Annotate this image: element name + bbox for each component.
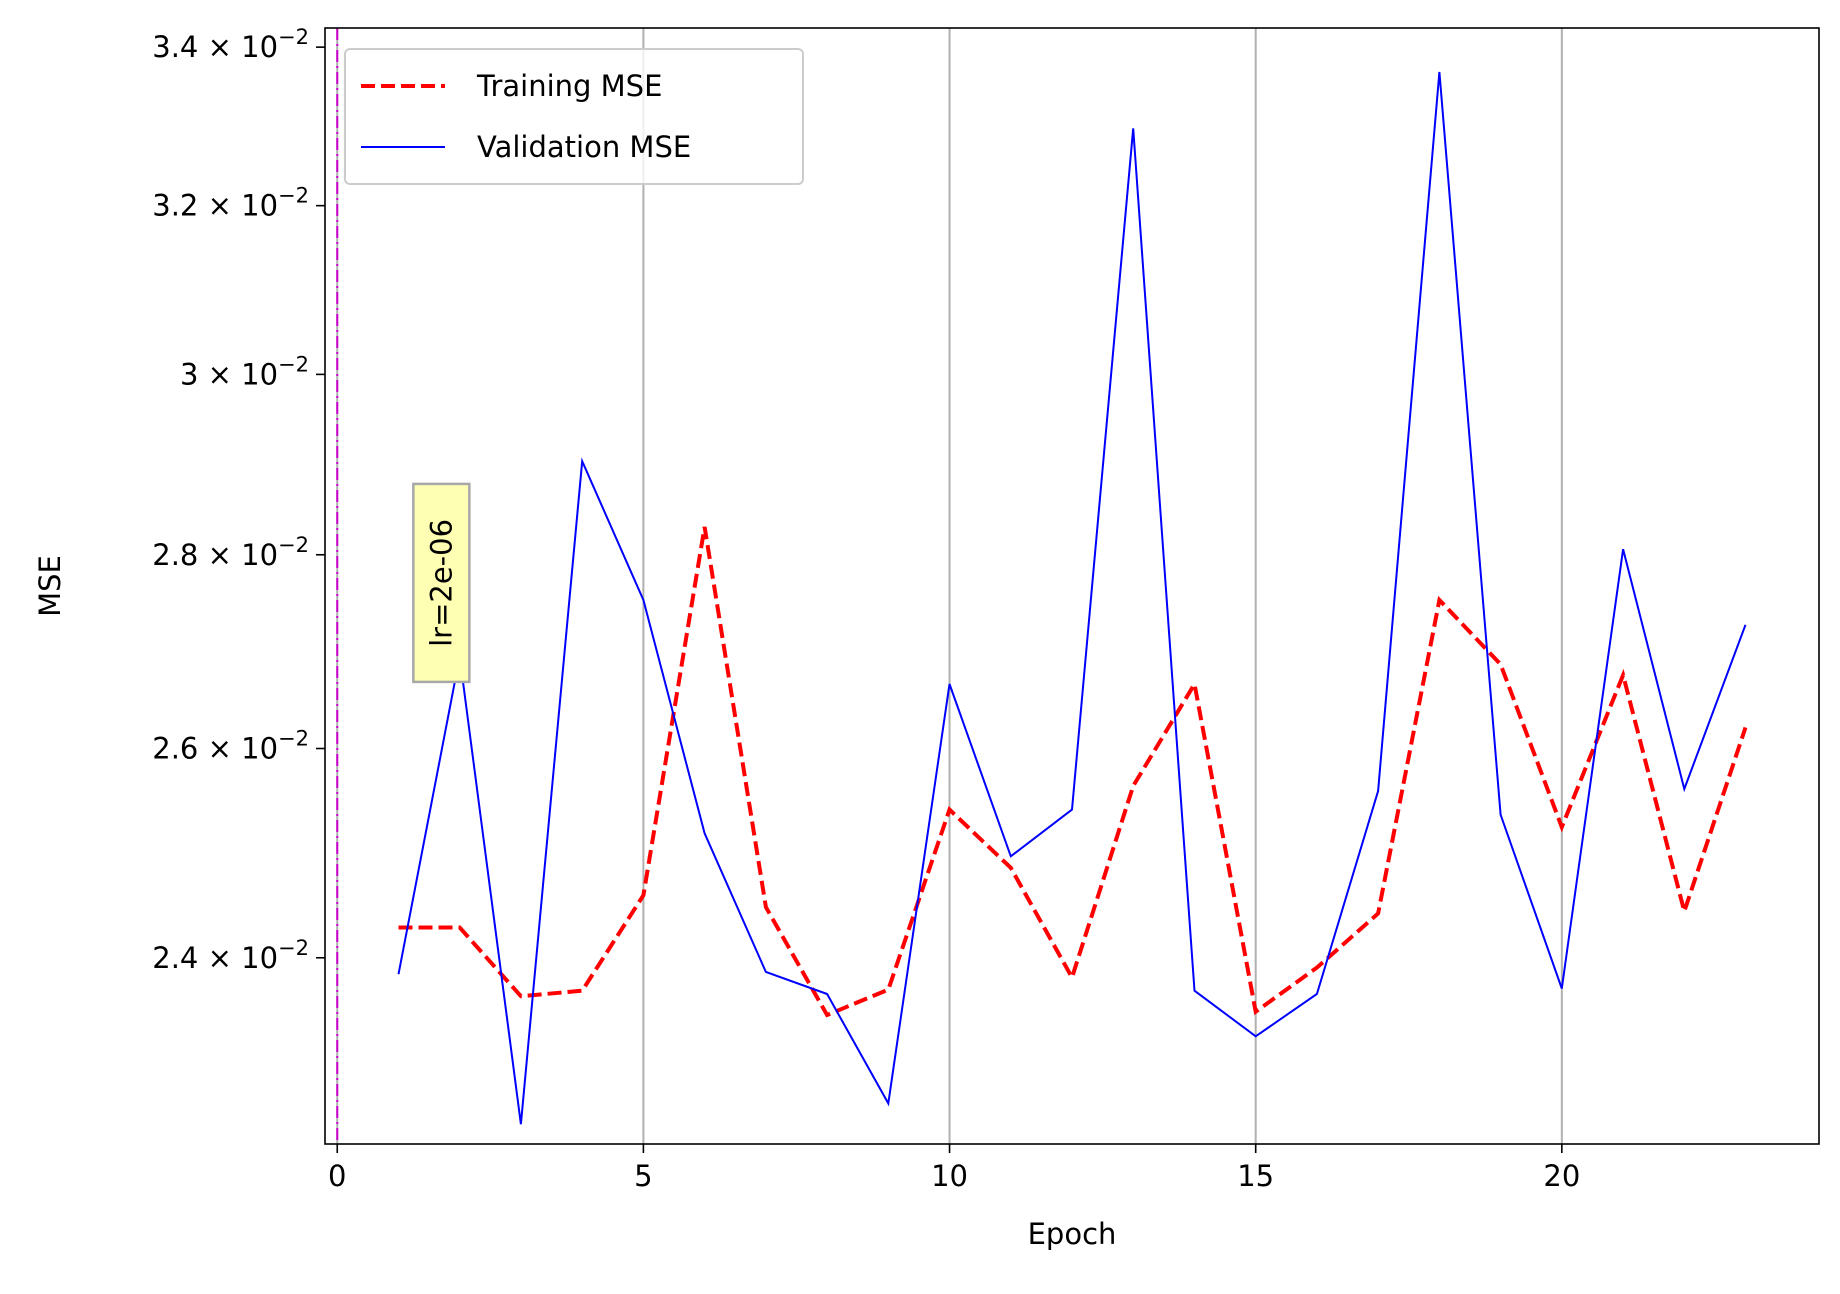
y-axis-label: MSE	[33, 555, 67, 617]
legend: Training MSE Validation MSE	[344, 48, 804, 185]
legend-label: Validation MSE	[477, 130, 691, 164]
plot-frame	[324, 27, 1820, 1145]
x-tick-label: 15	[1237, 1159, 1274, 1193]
x-axis-label: Epoch	[1028, 1217, 1117, 1251]
x-axis-ticks: 0 5 10 15 20	[328, 1144, 1580, 1193]
x-tick-label: 20	[1543, 1159, 1580, 1193]
legend-box	[344, 48, 804, 185]
y-tick-label: 3.2 × 10−2	[152, 184, 309, 223]
series-layer	[397, 71, 1748, 1125]
x-tick-label: 0	[328, 1159, 346, 1193]
y-tick-label: 3 × 10−2	[180, 352, 309, 391]
annotation-box	[412, 482, 471, 684]
legend-label: Training MSE	[476, 69, 662, 103]
x-tick-label: 5	[634, 1159, 652, 1193]
y-tick-label: 2.6 × 10−2	[152, 727, 309, 766]
y-tick-label: 2.4 × 10−2	[152, 936, 309, 975]
annotation-text: lr=2e-06	[424, 519, 458, 647]
x-tick-label: 10	[931, 1159, 968, 1193]
y-tick-label: 2.8 × 10−2	[152, 533, 309, 572]
validation-mse-line	[397, 71, 1747, 1125]
y-tick-label: 3.4 × 10−2	[152, 25, 309, 64]
learning-rate-annotation: lr=2e-06	[412, 482, 471, 684]
training-mse-line	[398, 526, 1748, 1018]
y-axis-ticks: 2.4 × 10−2 2.6 × 10−2 2.8 × 10−2 3 × 10−2 3.…	[152, 25, 325, 975]
